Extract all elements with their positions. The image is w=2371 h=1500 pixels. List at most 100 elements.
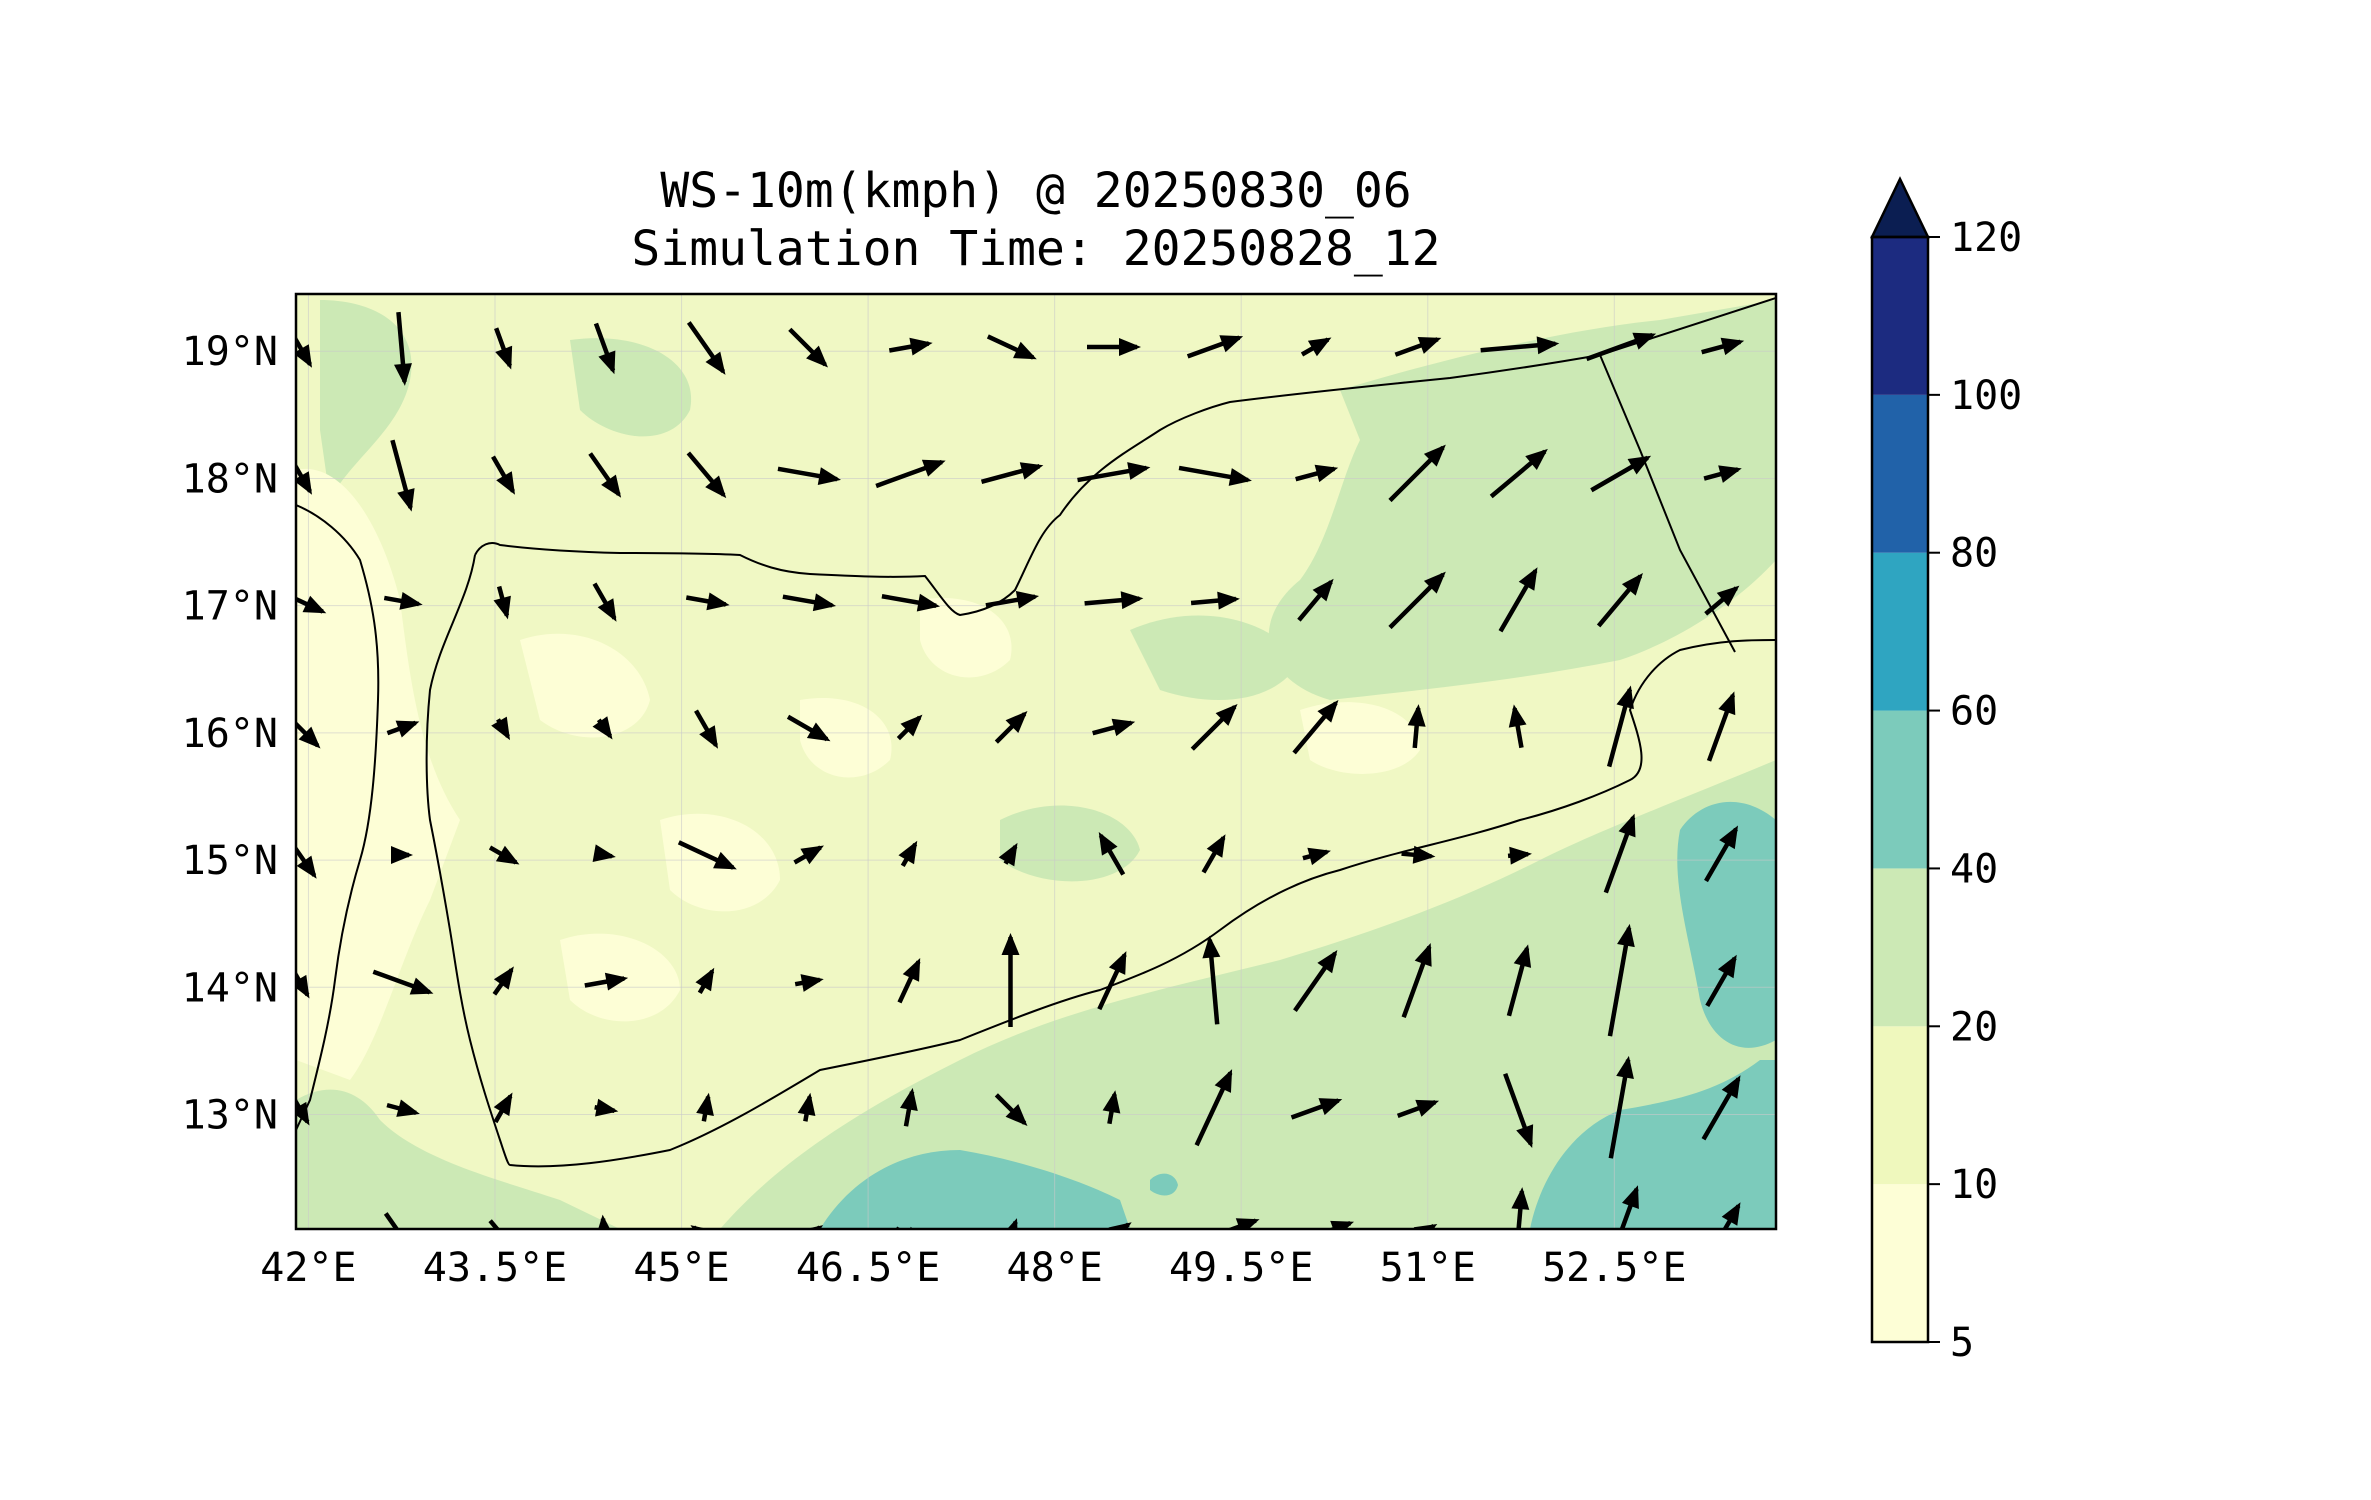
wind-vector bbox=[383, 1212, 400, 1229]
x-tick-label: 42°E bbox=[260, 1245, 356, 1291]
wind-vector bbox=[1297, 578, 1334, 622]
wind-vector bbox=[686, 451, 727, 499]
wind-vector bbox=[1186, 335, 1244, 359]
wind-vector bbox=[1394, 337, 1442, 357]
title-line-2: Simulation Time: 20250828_12 bbox=[631, 221, 1441, 277]
wind-vector bbox=[1226, 1218, 1260, 1229]
wind-vector bbox=[296, 845, 317, 879]
wind-vector bbox=[296, 462, 312, 495]
contour-40-60-southeast-2 bbox=[1677, 801, 1776, 1048]
wind-vector bbox=[594, 1098, 619, 1117]
colorbar-frame bbox=[1870, 235, 1930, 1344]
wind-vector bbox=[1704, 585, 1740, 616]
wind-vector bbox=[588, 452, 622, 498]
wind-vector bbox=[391, 846, 413, 864]
wind-vector bbox=[488, 1219, 501, 1229]
wind-vector bbox=[372, 969, 434, 995]
wind-vector bbox=[779, 1336, 840, 1387]
wind-vector bbox=[1396, 1099, 1440, 1118]
contour-lt10-central-1 bbox=[520, 633, 650, 738]
wind-speed-contours bbox=[296, 300, 1776, 1229]
wind-vector bbox=[1701, 337, 1745, 356]
y-tick-label: 19°N bbox=[182, 329, 278, 375]
wind-vector bbox=[1401, 845, 1436, 864]
wind-vector bbox=[867, 1437, 953, 1500]
wind-vector bbox=[1706, 1317, 1739, 1405]
wind-vector bbox=[1102, 1090, 1121, 1125]
wind-vector bbox=[1498, 567, 1538, 633]
wind-vector bbox=[696, 1092, 714, 1122]
wind-vector bbox=[374, 1350, 432, 1377]
wind-vector bbox=[1590, 455, 1652, 493]
wind-vector bbox=[788, 327, 829, 368]
wind-vector bbox=[1596, 573, 1643, 628]
wind-vector bbox=[280, 1354, 323, 1372]
y-axis-ticks: 19°N 18°N 17°N 16°N 15°N 14°N 13°N bbox=[182, 329, 278, 1138]
colorbar: 5 10 20 40 60 80 100 120 bbox=[1870, 176, 2022, 1366]
wind-vector bbox=[1098, 832, 1126, 876]
wind-vector bbox=[686, 321, 726, 375]
wind-vector bbox=[793, 845, 824, 865]
coastline-yemen-west bbox=[425, 554, 511, 1166]
wind-vector bbox=[1190, 703, 1238, 751]
contour-20-40-southwest bbox=[296, 1089, 620, 1229]
y-tick-label: 15°N bbox=[182, 838, 278, 884]
wind-vector bbox=[1388, 444, 1446, 503]
wind-vector bbox=[900, 1087, 918, 1127]
wind-vector bbox=[1608, 1055, 1634, 1159]
wind-vector bbox=[584, 972, 629, 991]
map-frame bbox=[294, 292, 1778, 1231]
wind-vector bbox=[592, 716, 613, 740]
wind-vector bbox=[1512, 1304, 1530, 1418]
colorbar-extend-arrow bbox=[1870, 176, 1930, 239]
wind-vector bbox=[1097, 951, 1127, 1011]
wind-vector bbox=[685, 592, 730, 611]
wind-vector bbox=[1503, 1072, 1534, 1148]
colorbar-tick-label: 80 bbox=[1950, 531, 1998, 577]
wind-vector bbox=[296, 1097, 310, 1126]
wind-vector bbox=[980, 462, 1044, 484]
wind-vector bbox=[694, 709, 718, 749]
wind-vector bbox=[1600, 1452, 1642, 1500]
colorbar-segment bbox=[1872, 1026, 1928, 1185]
wind-vector bbox=[1300, 337, 1332, 357]
contour-40-60-southeast-1 bbox=[1530, 1060, 1776, 1229]
contour-40-60-small bbox=[1150, 1173, 1178, 1196]
wind-vector bbox=[477, 1348, 532, 1380]
wind-vector bbox=[897, 957, 921, 1004]
coastline-gulf-of-aden bbox=[509, 639, 1776, 1168]
y-tick-label: 18°N bbox=[182, 456, 278, 502]
wind-vector bbox=[1077, 462, 1151, 483]
wind-vector bbox=[994, 1093, 1028, 1126]
contour-20-40-north bbox=[320, 300, 412, 500]
colorbar-segment bbox=[1872, 394, 1928, 553]
wind-vector bbox=[1292, 700, 1339, 755]
wind-vector bbox=[786, 714, 831, 742]
wind-vector bbox=[797, 1092, 816, 1122]
y-tick-label: 13°N bbox=[182, 1093, 278, 1139]
y-tick-label: 16°N bbox=[182, 711, 278, 757]
wind-vector bbox=[383, 592, 423, 610]
wind-vector bbox=[1295, 464, 1339, 483]
wind-vector bbox=[1585, 332, 1657, 362]
wind-vector bbox=[1388, 571, 1446, 630]
wind-vector bbox=[677, 840, 737, 870]
wind-vector bbox=[888, 337, 933, 356]
wind-vector bbox=[1703, 465, 1742, 483]
wind-vector bbox=[394, 311, 412, 386]
wind-vector bbox=[1293, 1349, 1340, 1376]
wind-vector bbox=[369, 1479, 437, 1497]
wind-vector bbox=[598, 1214, 611, 1229]
colorbar-segment bbox=[1872, 1184, 1928, 1342]
wind-vector bbox=[274, 1473, 329, 1500]
contour-20-40-south bbox=[720, 760, 1776, 1229]
wind-vector bbox=[1327, 1220, 1354, 1229]
wind-vector bbox=[998, 842, 1018, 867]
wind-vector bbox=[493, 585, 511, 620]
wind-vector bbox=[1178, 465, 1252, 486]
wind-vector bbox=[296, 595, 327, 614]
colorbar-tick-label: 100 bbox=[1950, 373, 2022, 419]
wind-vector bbox=[994, 711, 1028, 744]
wind-vector bbox=[488, 845, 520, 865]
